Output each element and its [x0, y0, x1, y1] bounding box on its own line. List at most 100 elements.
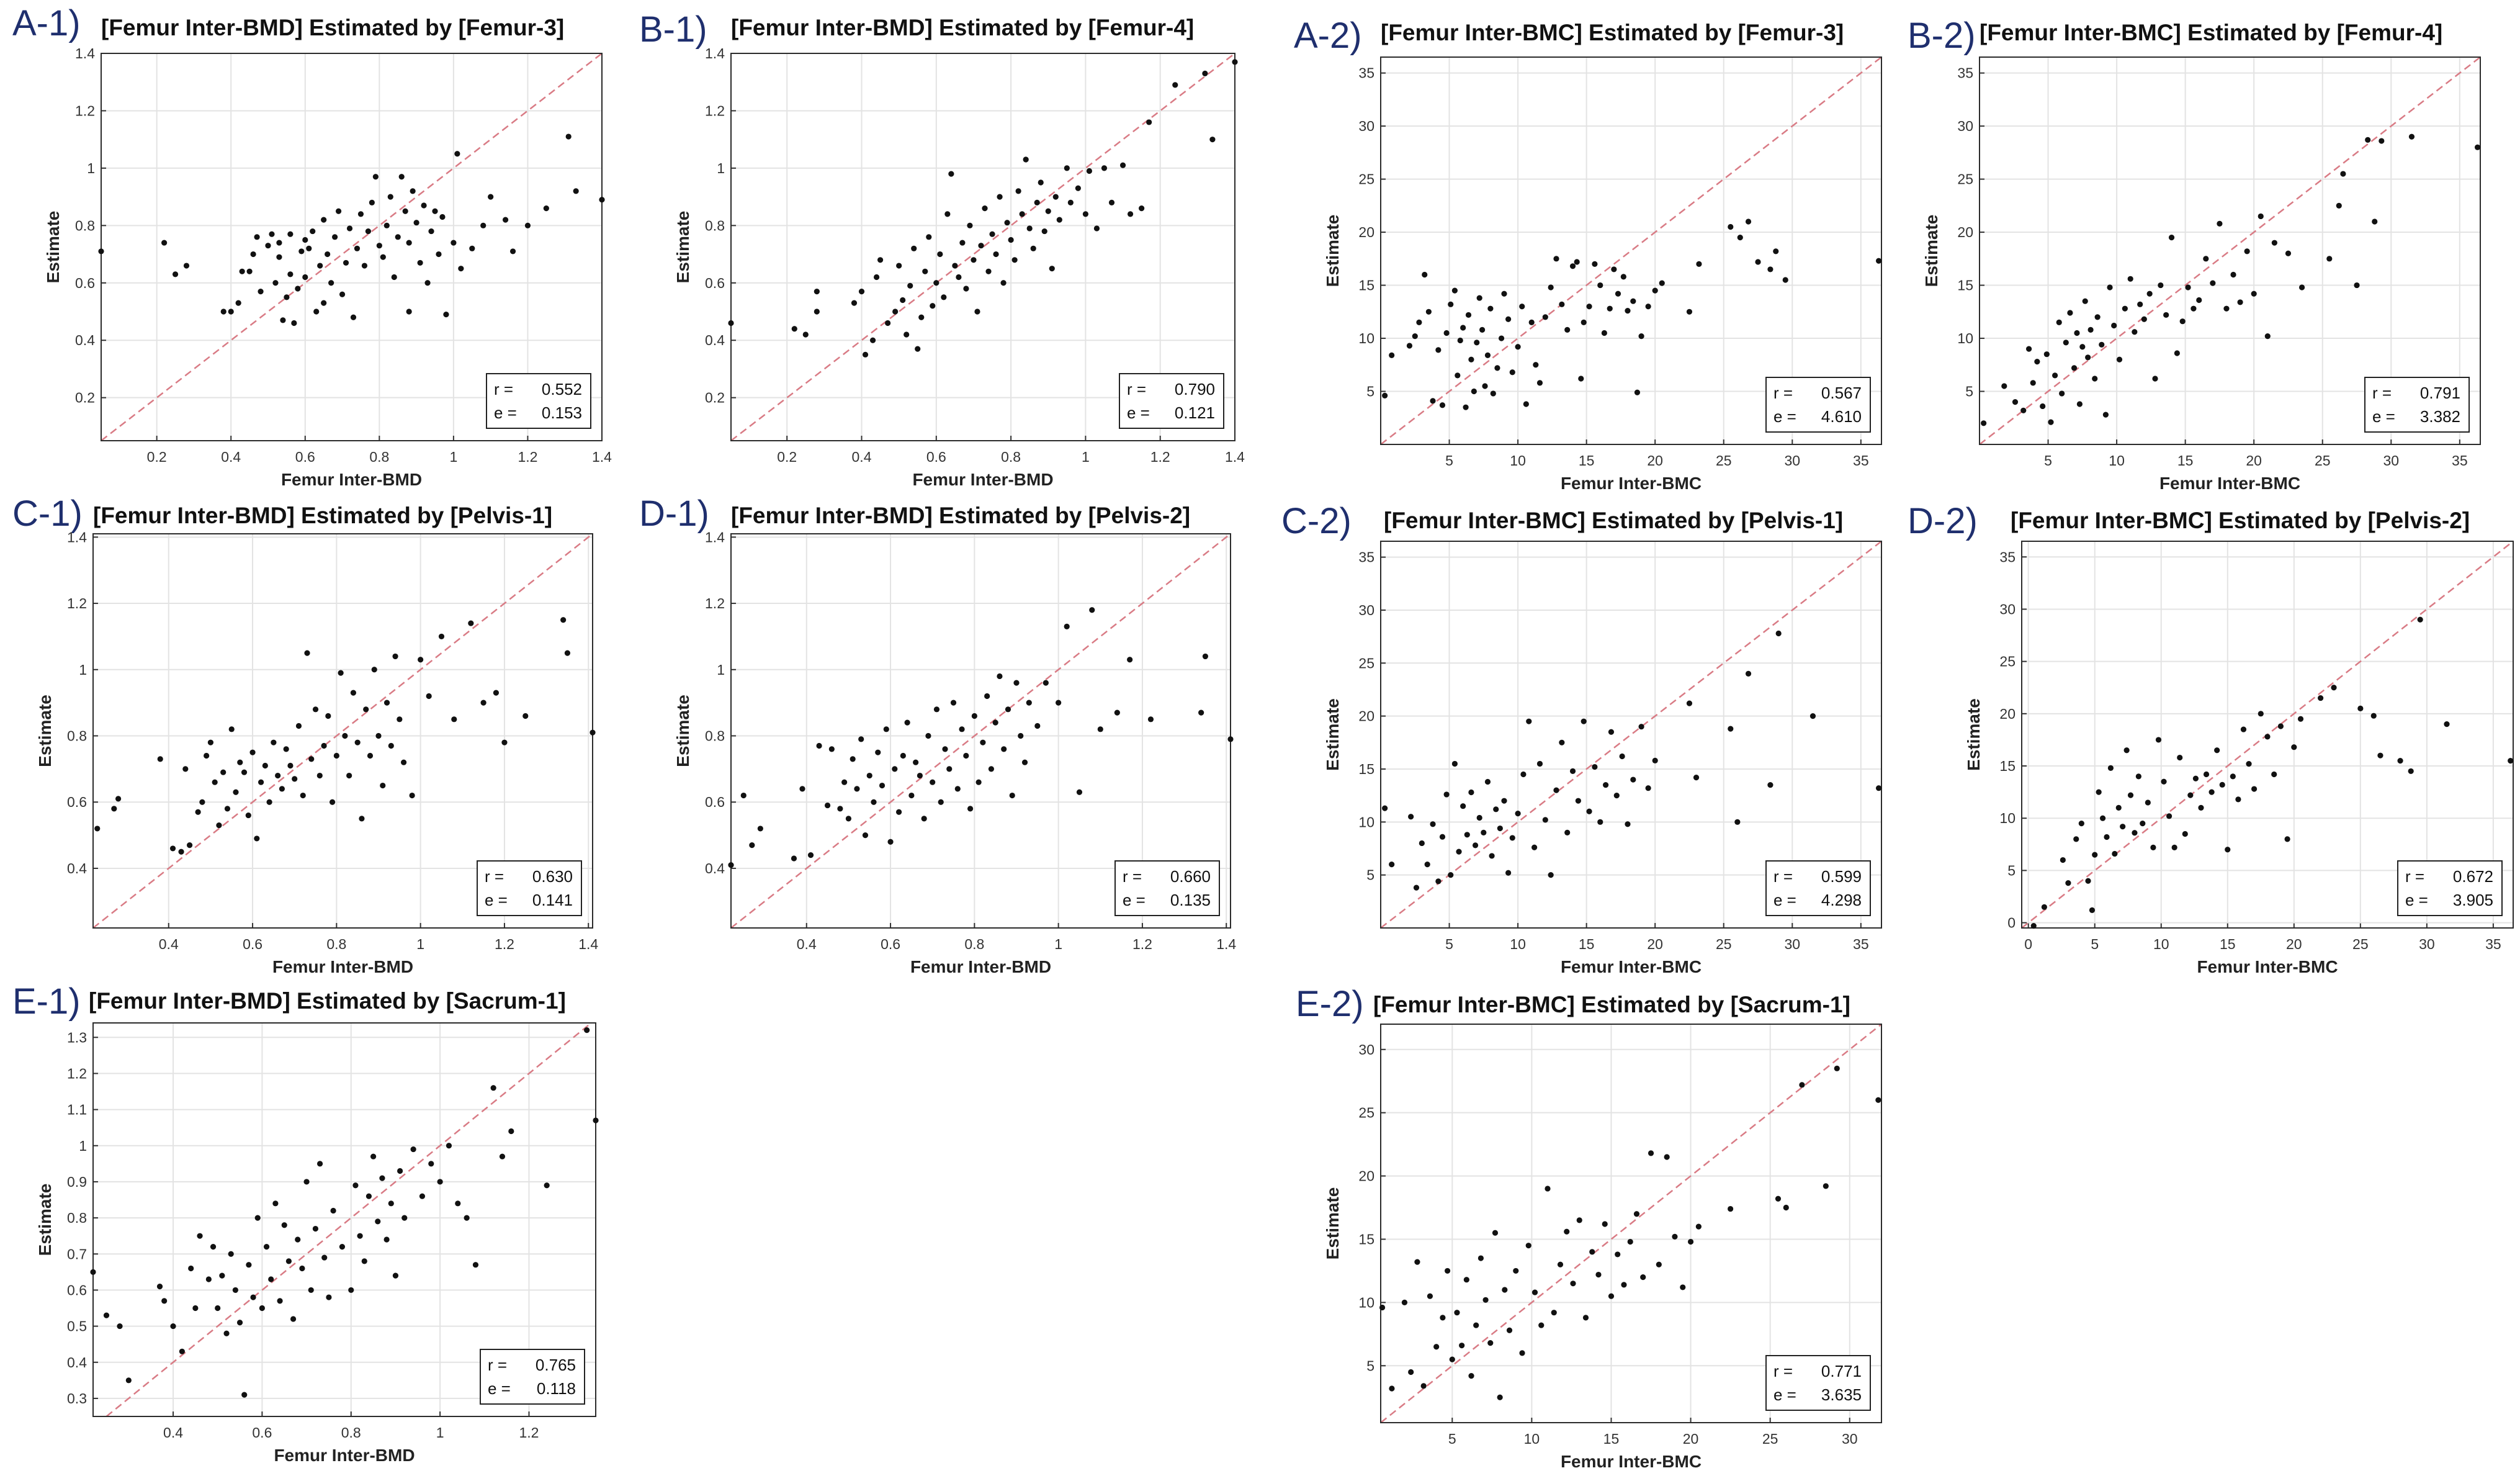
- data-point: [2146, 290, 2153, 297]
- data-point: [2096, 789, 2102, 795]
- x-tick-label: 25: [1716, 452, 1732, 469]
- data-point: [791, 326, 797, 332]
- data-point: [361, 1258, 367, 1264]
- data-point: [584, 1027, 590, 1033]
- data-point: [1621, 1282, 1627, 1288]
- data-point: [2166, 813, 2172, 819]
- x-tick-label: 0.4: [159, 936, 179, 952]
- data-point: [967, 222, 973, 228]
- e-value: 4.298: [1821, 891, 1862, 909]
- data-point: [219, 1272, 225, 1279]
- data-point: [1439, 402, 1446, 408]
- data-point: [2235, 796, 2241, 803]
- x-tick-label: 25: [2352, 936, 2369, 952]
- data-point: [1064, 623, 1070, 630]
- x-axis-label: Femur Inter-BMC: [1561, 957, 1702, 976]
- data-point: [875, 749, 881, 755]
- data-point: [1482, 383, 1488, 389]
- data-point: [2115, 804, 2122, 811]
- data-point: [1015, 188, 1021, 194]
- y-tick-label: 0.8: [75, 217, 95, 233]
- data-point: [269, 231, 275, 237]
- data-point: [308, 1287, 314, 1294]
- data-point: [930, 779, 936, 785]
- data-point: [2116, 356, 2123, 362]
- x-tick-label: 35: [2452, 452, 2468, 469]
- data-point: [1005, 706, 1011, 713]
- data-point: [1686, 700, 1693, 706]
- y-tick-label: 20: [1957, 224, 1973, 240]
- data-point: [379, 1175, 385, 1181]
- plot-d1: 0.4 0.6 0.8 1 1.2 1.4 0.4 0.6 0.8 1 1.2 1.4 Femur In…: [673, 529, 1236, 976]
- data-point: [156, 1284, 163, 1290]
- y-tick-label: 25: [1358, 655, 1374, 671]
- stats-legend: r = 0.771 e = 3.635: [1765, 1355, 1871, 1411]
- data-point: [524, 222, 531, 228]
- data-point: [2030, 923, 2037, 929]
- data-point: [235, 300, 241, 306]
- y-axis-label: Estimate: [35, 1184, 55, 1256]
- data-point: [220, 308, 226, 315]
- e-label: e =: [494, 403, 517, 422]
- data-point: [1146, 119, 1152, 125]
- data-point: [1082, 211, 1089, 217]
- data-point: [1608, 729, 1615, 735]
- x-tick-label: 0.4: [221, 449, 241, 465]
- data-point: [212, 779, 218, 785]
- data-point: [2340, 171, 2346, 177]
- y-tick-label: 5: [1366, 1357, 1374, 1374]
- data-point: [365, 1193, 372, 1199]
- data-point: [2372, 218, 2378, 225]
- y-tick-label: 20: [1358, 1168, 1374, 1184]
- data-point: [1687, 1238, 1694, 1245]
- data-point: [1545, 1186, 1551, 1192]
- data-point: [1608, 1293, 1615, 1299]
- x-axis-label: Femur Inter-BMD: [910, 957, 1051, 976]
- data-point: [2508, 757, 2514, 764]
- r-value: 0.630: [532, 867, 573, 886]
- data-point: [275, 772, 281, 779]
- data-point: [1493, 806, 1499, 813]
- data-point: [599, 197, 605, 203]
- data-point: [807, 852, 814, 858]
- plot-e1: 0.4 0.6 0.8 1 1.2 0.3 0.4 0.5 0.6 0.7 0.8 0.9 1 1.1 1.…: [35, 1022, 599, 1465]
- y-tick-label: 0.6: [67, 1282, 87, 1298]
- x-tick-label: 0.2: [777, 449, 797, 465]
- data-point: [925, 732, 931, 739]
- data-point: [493, 690, 500, 696]
- data-point: [2277, 723, 2284, 729]
- data-point: [439, 214, 446, 220]
- data-point: [907, 282, 913, 289]
- x-tick-label: 25: [1762, 1431, 1778, 1447]
- data-point: [339, 1244, 346, 1250]
- r-label: r =: [488, 1356, 507, 1374]
- x-tick-label: 35: [2485, 936, 2501, 952]
- data-point: [2112, 850, 2118, 857]
- data-point: [310, 228, 316, 235]
- data-point: [2298, 284, 2305, 290]
- data-point: [1664, 1154, 1670, 1160]
- data-point: [339, 291, 346, 297]
- data-point: [1114, 709, 1120, 716]
- data-point: [922, 268, 928, 274]
- data-point: [1648, 1150, 1654, 1156]
- x-tick-label: 10: [1510, 936, 1526, 952]
- plot-d2: 0 5 10 15 20 25 30 35 0 5 10 15 20 25 30 35 Femur Inter-…: [1964, 541, 2514, 976]
- y-tick-label: 30: [1358, 1042, 1374, 1058]
- data-point: [2168, 235, 2175, 241]
- chart-title: [Femur Inter-BMC] Estimated by [Pelvis-2…: [2011, 508, 2470, 533]
- data-point: [2127, 276, 2133, 282]
- y-tick-label: 0.2: [75, 390, 95, 406]
- data-point: [1202, 70, 1208, 76]
- data-point: [1538, 1322, 1545, 1328]
- data-point: [1574, 259, 1580, 265]
- data-point: [1000, 280, 1007, 286]
- data-point: [1536, 380, 1543, 386]
- data-point: [276, 240, 282, 246]
- data-point: [271, 739, 277, 745]
- x-tick-label: 0.2: [147, 449, 167, 465]
- data-point: [303, 1179, 310, 1185]
- x-tick-label: 20: [1647, 936, 1663, 952]
- data-point: [1645, 304, 1651, 310]
- data-point: [2020, 407, 2027, 413]
